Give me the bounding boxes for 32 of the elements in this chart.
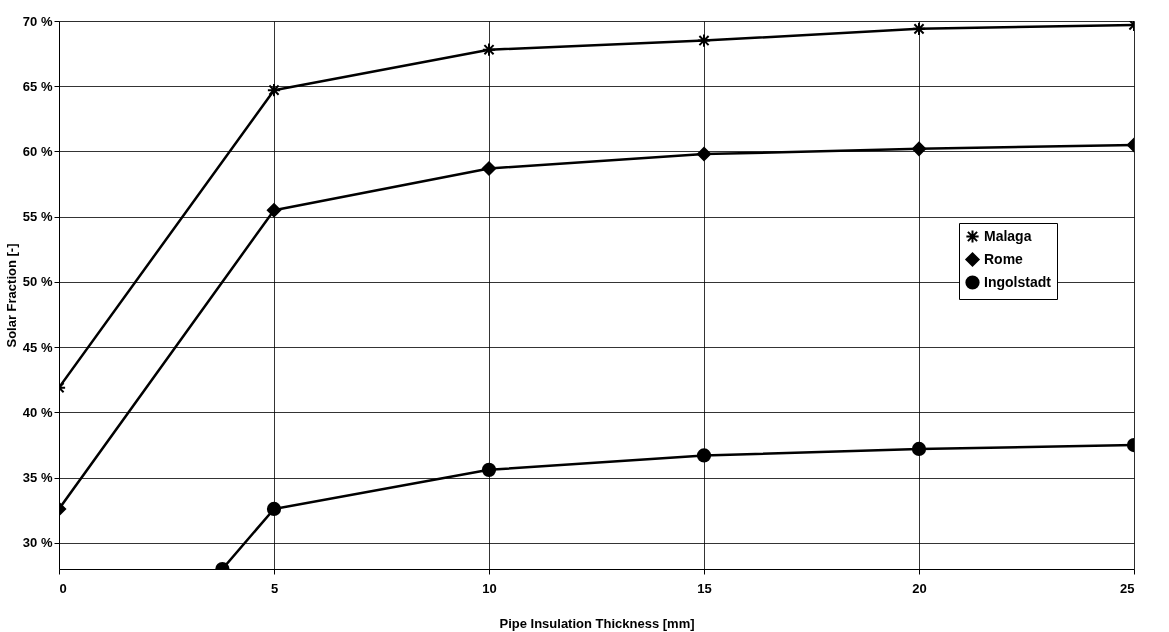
- x-tick-label: 0: [59, 580, 67, 596]
- y-tick-label: 45 %: [22, 339, 53, 355]
- legend-label: Rome: [984, 250, 1024, 267]
- point: [911, 21, 927, 36]
- point: [696, 448, 712, 463]
- legend-label: Malaga: [984, 227, 1032, 244]
- x-tick-label: 20: [912, 580, 927, 596]
- y-axis-title: Solar Fraction [-]: [3, 243, 19, 348]
- x-tick-label: 5: [270, 580, 279, 596]
- point: [911, 441, 927, 457]
- point: [481, 161, 497, 176]
- y-tick-label: 60 %: [22, 143, 53, 159]
- x-tick-label: 10: [482, 580, 497, 596]
- y-tick-label: 30 %: [22, 535, 53, 551]
- y-tick-label: 50 %: [22, 274, 53, 290]
- point: [911, 141, 927, 156]
- y-tick-label: 40 %: [22, 404, 53, 420]
- y-tick-label: 70 %: [22, 13, 53, 29]
- point: [696, 146, 712, 162]
- point: [481, 42, 497, 57]
- point: [481, 462, 497, 477]
- y-tick-label: 35 %: [22, 470, 53, 486]
- point: [696, 33, 712, 48]
- point: [266, 203, 282, 218]
- y-tick-label: 55 %: [22, 209, 53, 225]
- point: [266, 501, 282, 517]
- legend-label: Ingolstadt: [984, 273, 1052, 290]
- y-tick-label: 65 %: [22, 78, 53, 94]
- x-tick-label: 25: [1120, 580, 1135, 596]
- x-axis-title: Pipe Insulation Thickness [mm]: [499, 615, 695, 631]
- x-tick-label: 15: [697, 580, 712, 596]
- point: [266, 83, 282, 98]
